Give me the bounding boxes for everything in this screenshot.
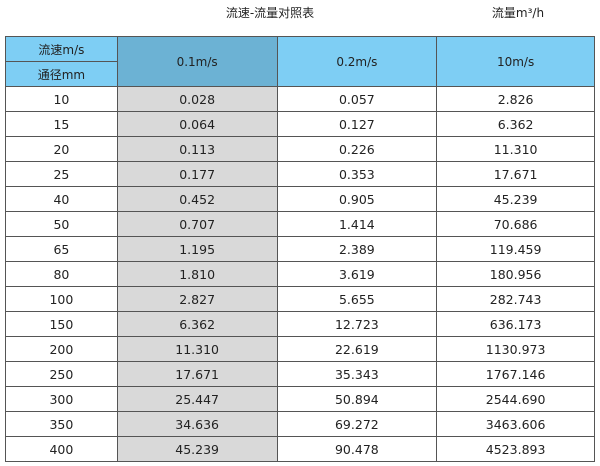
flow-cell: 1130.973 (436, 336, 595, 362)
flow-cell: 0.064 (116, 111, 278, 137)
column-header[interactable]: 0.1m/s (116, 36, 278, 87)
flow-cell: 0.707 (116, 211, 278, 237)
flow-cell: 119.459 (436, 236, 595, 262)
flow-cell: 282.743 (436, 286, 595, 312)
diameter-cell: 300 (5, 386, 118, 412)
flow-cell: 11.310 (436, 136, 595, 162)
flow-cell: 17.671 (436, 161, 595, 187)
flow-table: 流速m/s 0.1m/s 0.2m/s 10m/s 通径mm 10 0.028 0.… (5, 36, 595, 462)
flow-cell: 1.810 (116, 261, 278, 287)
diameter-cell: 250 (5, 361, 118, 387)
diameter-cell: 80 (5, 261, 118, 287)
flow-cell: 0.226 (276, 136, 438, 162)
diameter-header: 通径mm (5, 61, 118, 87)
velocity-header: 流速m/s (5, 36, 118, 62)
flow-cell: 0.127 (276, 111, 438, 137)
column-header[interactable]: 0.2m/s (276, 36, 438, 87)
table-row: 150 6.362 12.723 636.173 (5, 311, 595, 337)
flow-cell: 90.478 (276, 436, 438, 462)
flow-cell: 50.894 (276, 386, 438, 412)
flow-cell: 1.414 (276, 211, 438, 237)
flow-cell: 45.239 (436, 186, 595, 212)
table-row: 350 34.636 69.272 3463.606 (5, 411, 595, 437)
flow-cell: 70.686 (436, 211, 595, 237)
flow-cell: 6.362 (436, 111, 595, 137)
table-title: 流速-流量对照表 (225, 6, 315, 20)
table-row: 20 0.113 0.226 11.310 (5, 136, 595, 162)
diameter-cell: 350 (5, 411, 118, 437)
diameter-cell: 15 (5, 111, 118, 137)
flow-cell: 0.452 (116, 186, 278, 212)
flow-cell: 0.113 (116, 136, 278, 162)
flow-cell: 0.353 (276, 161, 438, 187)
flow-cell: 3.619 (276, 261, 438, 287)
flow-cell: 5.655 (276, 286, 438, 312)
table-row: 400 45.239 90.478 4523.893 (5, 436, 595, 462)
table-row: 100 2.827 5.655 282.743 (5, 286, 595, 312)
diameter-cell: 150 (5, 311, 118, 337)
flow-cell: 2.389 (276, 236, 438, 262)
flow-cell: 69.272 (276, 411, 438, 437)
flow-cell: 35.343 (276, 361, 438, 387)
flow-cell: 2.827 (116, 286, 278, 312)
flow-cell: 2544.690 (436, 386, 595, 412)
flow-cell: 45.239 (116, 436, 278, 462)
flow-cell: 25.447 (116, 386, 278, 412)
table-row: 10 0.028 0.057 2.826 (5, 86, 595, 112)
diameter-cell: 40 (5, 186, 118, 212)
table-row: 15 0.064 0.127 6.362 (5, 111, 595, 137)
flow-cell: 3463.606 (436, 411, 595, 437)
column-header[interactable]: 10m/s (436, 36, 595, 87)
unit-label: 流量m³/h (491, 6, 545, 20)
table-row: 40 0.452 0.905 45.239 (5, 186, 595, 212)
table-row: 50 0.707 1.414 70.686 (5, 211, 595, 237)
diameter-cell: 10 (5, 86, 118, 112)
flow-cell: 0.177 (116, 161, 278, 187)
diameter-cell: 25 (5, 161, 118, 187)
flow-cell: 2.826 (436, 86, 595, 112)
header-row: 流速m/s 0.1m/s 0.2m/s 10m/s (5, 36, 595, 87)
diameter-cell: 200 (5, 336, 118, 362)
flow-cell: 6.362 (116, 311, 278, 337)
flow-cell: 0.905 (276, 186, 438, 212)
flow-cell: 22.619 (276, 336, 438, 362)
diameter-cell: 65 (5, 236, 118, 262)
diameter-cell: 400 (5, 436, 118, 462)
flow-cell: 636.173 (436, 311, 595, 337)
flow-cell: 4523.893 (436, 436, 595, 462)
table-row: 300 25.447 50.894 2544.690 (5, 386, 595, 412)
table-row: 25 0.177 0.353 17.671 (5, 161, 595, 187)
diameter-cell: 50 (5, 211, 118, 237)
table-row: 65 1.195 2.389 119.459 (5, 236, 595, 262)
header-row: 通径mm (5, 61, 595, 87)
flow-cell: 11.310 (116, 336, 278, 362)
diameter-cell: 20 (5, 136, 118, 162)
flow-cell: 0.028 (116, 86, 278, 112)
flow-cell: 17.671 (116, 361, 278, 387)
diameter-cell: 100 (5, 286, 118, 312)
flow-cell: 34.636 (116, 411, 278, 437)
table-row: 80 1.810 3.619 180.956 (5, 261, 595, 287)
flow-cell: 1767.146 (436, 361, 595, 387)
flow-cell: 1.195 (116, 236, 278, 262)
table-row: 200 11.310 22.619 1130.973 (5, 336, 595, 362)
table-row: 250 17.671 35.343 1767.146 (5, 361, 595, 387)
flow-cell: 12.723 (276, 311, 438, 337)
flow-cell: 180.956 (436, 261, 595, 287)
flow-cell: 0.057 (276, 86, 438, 112)
